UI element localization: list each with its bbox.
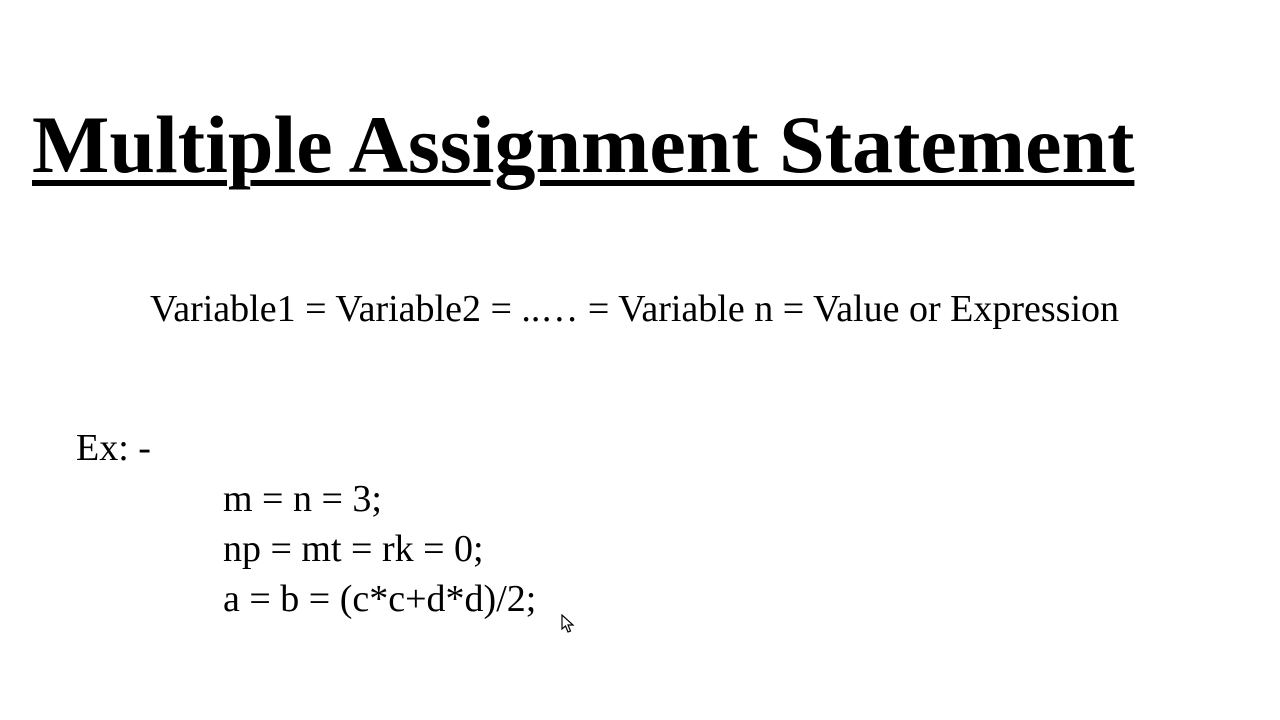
mouse-cursor-icon	[561, 614, 577, 636]
example-line-1: m = n = 3;	[223, 474, 536, 524]
example-line-2: np = mt = rk = 0;	[223, 524, 536, 574]
example-line-3: a = b = (c*c+d*d)/2;	[223, 574, 536, 624]
slide-title: Multiple Assignment Statement	[32, 98, 1134, 192]
example-block: m = n = 3; np = mt = rk = 0; a = b = (c*…	[223, 474, 536, 624]
example-label: Ex: -	[76, 426, 151, 470]
syntax-text: Variable1 = Variable2 = ..… = Variable n…	[150, 287, 1119, 331]
